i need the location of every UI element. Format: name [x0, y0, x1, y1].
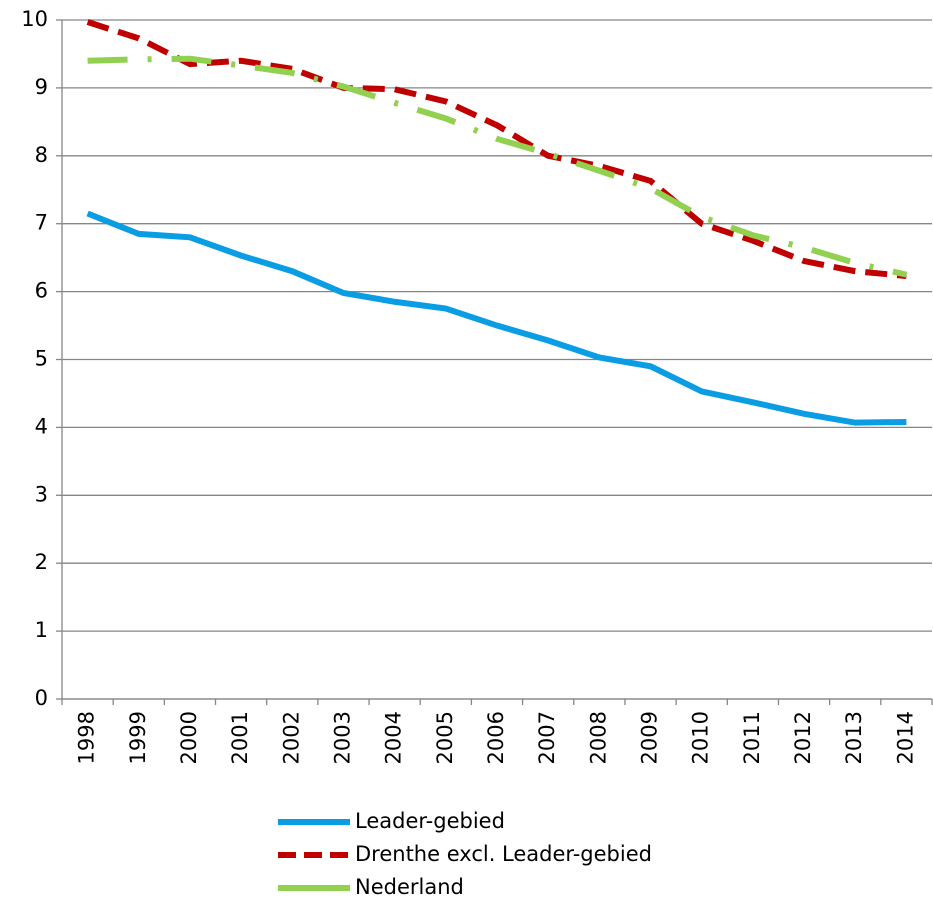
x-tick-label: 2006: [484, 711, 508, 764]
x-tick-label: 2000: [177, 711, 201, 764]
x-tick-label: 2008: [586, 711, 610, 764]
x-tick-label: 2002: [279, 711, 303, 764]
x-tick-label: 2009: [638, 711, 662, 764]
y-tick-label: 7: [35, 211, 48, 235]
x-tick-label: 2011: [740, 711, 764, 764]
x-tick-label: 2005: [433, 711, 457, 764]
x-tick-label: 2007: [535, 711, 559, 764]
y-tick-label: 9: [35, 75, 48, 99]
y-tick-label: 0: [35, 686, 48, 710]
x-tick-label: 2001: [228, 711, 252, 764]
series-line: [86, 19, 907, 279]
x-tick-label: 2013: [842, 711, 866, 764]
x-tick-label: 2010: [689, 711, 713, 764]
series-line: [87, 55, 908, 278]
y-tick-label: 8: [35, 143, 48, 167]
y-tick-label: 2: [35, 550, 48, 574]
y-tick-label: 1: [35, 618, 48, 642]
x-tick-label: 2012: [791, 711, 815, 764]
y-tick-label: 10: [21, 7, 48, 31]
x-tick-label: 2004: [382, 711, 406, 764]
series-line: [86, 210, 907, 426]
x-tick-label: 2014: [893, 711, 917, 764]
legend-label: Nederland: [355, 875, 464, 898]
x-tick-label: 1998: [75, 711, 99, 764]
y-tick-label: 6: [35, 279, 48, 303]
legend-label: Drenthe excl. Leader-gebied: [355, 842, 652, 866]
x-tick-label: 2003: [330, 711, 354, 764]
y-tick-label: 3: [35, 482, 48, 506]
legend-label: Leader-gebied: [355, 809, 505, 833]
x-tick-label: 1999: [126, 711, 150, 764]
y-tick-label: 4: [35, 414, 48, 438]
y-tick-label: 5: [35, 347, 48, 371]
